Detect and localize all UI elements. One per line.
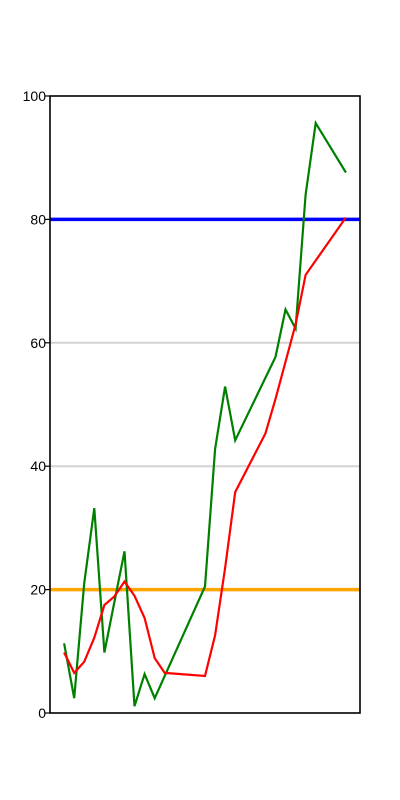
series-line-1 — [63, 119, 347, 707]
y-tick-label: 0 — [38, 705, 46, 721]
y-tick-label: 80 — [30, 211, 46, 227]
y-tick-label: 100 — [23, 88, 47, 104]
plot-area-frame — [49, 95, 361, 714]
series-line-2 — [63, 216, 347, 678]
y-tick-label: 40 — [30, 458, 46, 474]
reference-lines — [50, 217, 360, 592]
y-axis-ticks: 0 20 40 60 80 100 — [23, 88, 50, 721]
y-tick-label: 20 — [30, 582, 46, 598]
y-tick-label: 60 — [30, 335, 46, 351]
grid-lines — [50, 341, 360, 468]
series-lines — [63, 119, 347, 707]
